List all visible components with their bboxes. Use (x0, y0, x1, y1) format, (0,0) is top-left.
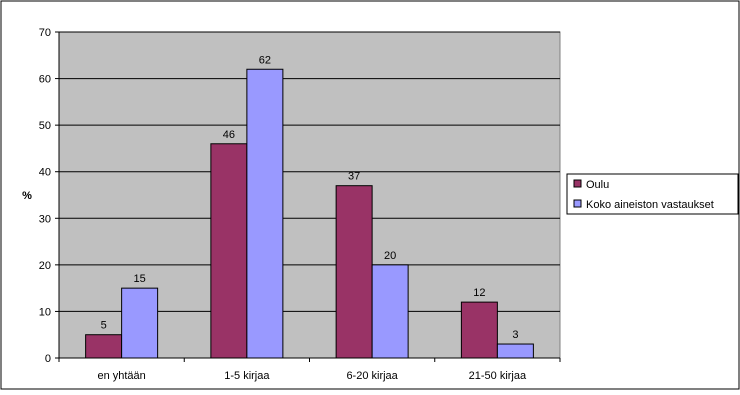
x-tick-label-1-5-kirjaa: 1-5 kirjaa (224, 370, 270, 382)
data-label-koko-aineiston-vastaukset-1-5-kirjaa: 62 (259, 54, 271, 66)
x-tick-label-en-yhtaan: en yhtään (97, 370, 145, 382)
y-tick-label-50: 50 (39, 120, 51, 132)
axes: 0 10 20 30 40 50 60 70 en yhtään 1-5 kirjaa 6-20 k… (39, 27, 561, 382)
legend-swatch-oulu (573, 179, 582, 188)
data-label-oulu-6-20-kirjaa: 37 (348, 171, 360, 183)
legend: Oulu Koko aineiston vastaukset (566, 173, 739, 215)
data-label-oulu-1-5-kirjaa: 46 (223, 129, 235, 141)
y-tick-label-0: 0 (45, 353, 51, 365)
bar-koko-aineiston-vastaukset-1-5-kirjaa (246, 68, 284, 359)
bar-koko-aineiston-vastaukset-21-50-kirjaa (496, 343, 534, 359)
bar-oulu-en-yhtaan (85, 334, 123, 359)
x-tick-label-21-50-kirjaa: 21-50 kirjaa (469, 370, 527, 382)
y-tick-label-30: 30 (39, 213, 51, 225)
gridlines (59, 31, 560, 312)
legend-label-koko-aineiston-vastaukset: Koko aineiston vastaukset (586, 199, 714, 211)
x-tick-label-6-20-kirjaa: 6-20 kirjaa (346, 370, 398, 382)
legend-box (566, 173, 739, 215)
bar-oulu-21-50-kirjaa (460, 301, 498, 359)
bar-oulu-1-5-kirjaa (210, 143, 248, 359)
data-label-oulu-en-yhtaan: 5 (101, 320, 107, 332)
y-tick-label-60: 60 (39, 74, 51, 86)
y-tick-label-10: 10 (39, 306, 51, 318)
legend-swatch-koko-aineiston-vastaukset (573, 199, 582, 208)
data-label-koko-aineiston-vastaukset-en-yhtaan: 15 (134, 273, 146, 285)
y-tick-label-40: 40 (39, 167, 51, 179)
data-labels: 5 15 46 62 37 20 12 3 (101, 54, 519, 341)
y-tick-label-70: 70 (39, 27, 51, 39)
y-tick-label-20: 20 (39, 260, 51, 272)
legend-label-oulu: Oulu (586, 179, 609, 191)
y-axis-title: % (22, 190, 32, 202)
data-label-oulu-21-50-kirjaa: 12 (473, 287, 485, 299)
data-label-koko-aineiston-vastaukset-6-20-kirjaa: 20 (384, 250, 396, 262)
bar-koko-aineiston-vastaukset-en-yhtaan (121, 287, 159, 359)
data-label-koko-aineiston-vastaukset-21-50-kirjaa: 3 (512, 329, 518, 341)
bar-koko-aineiston-vastaukset-6-20-kirjaa (371, 264, 409, 359)
bar-oulu-6-20-kirjaa (335, 185, 373, 359)
